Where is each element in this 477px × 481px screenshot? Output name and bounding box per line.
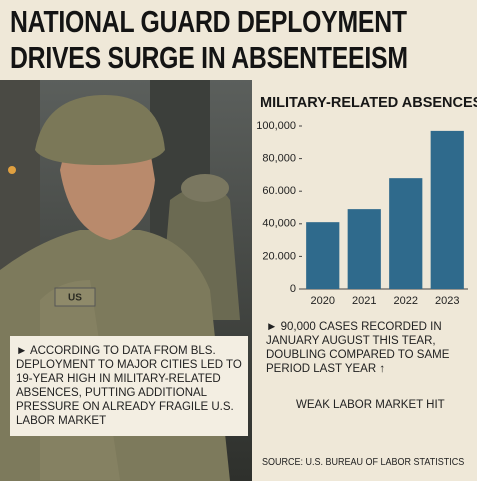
patch-text: US: [68, 293, 82, 304]
y-tick-label: 80,000: [262, 153, 296, 165]
y-tick-label: 20.000: [262, 250, 296, 262]
headline: NATIONAL GUARD DEPLOYMENT DRIVES SURGE I…: [10, 4, 408, 75]
note-extra: WEAK LABOR MARKET HIT: [296, 399, 445, 411]
x-tick-label: 2023: [435, 295, 459, 307]
y-tick-label: 60.000: [262, 185, 296, 197]
bar: [306, 222, 340, 289]
bar: [389, 178, 423, 289]
x-tick-label: 2022: [394, 295, 418, 307]
y-tick-label: 0: [290, 283, 296, 295]
note: ► 90,000 CASES RECORDED IN JANUARY AUGUS…: [266, 321, 450, 375]
chart-title: MILITARY-RELATED ABSENCES: [260, 95, 477, 111]
y-tick-label: 100,000: [256, 120, 296, 132]
y-tick-label: 40,000: [262, 218, 296, 230]
bar: [347, 209, 381, 289]
source: SOURCE: U.S. BUREAU OF LABOR STATISTICS: [262, 457, 465, 468]
x-tick-label: 2020: [311, 295, 335, 307]
callout: ► ACCORDING TO DATA FROM BLS. DEPLOYMENT…: [10, 336, 248, 436]
bar: [430, 130, 464, 289]
x-tick-label: 2021: [352, 295, 376, 307]
